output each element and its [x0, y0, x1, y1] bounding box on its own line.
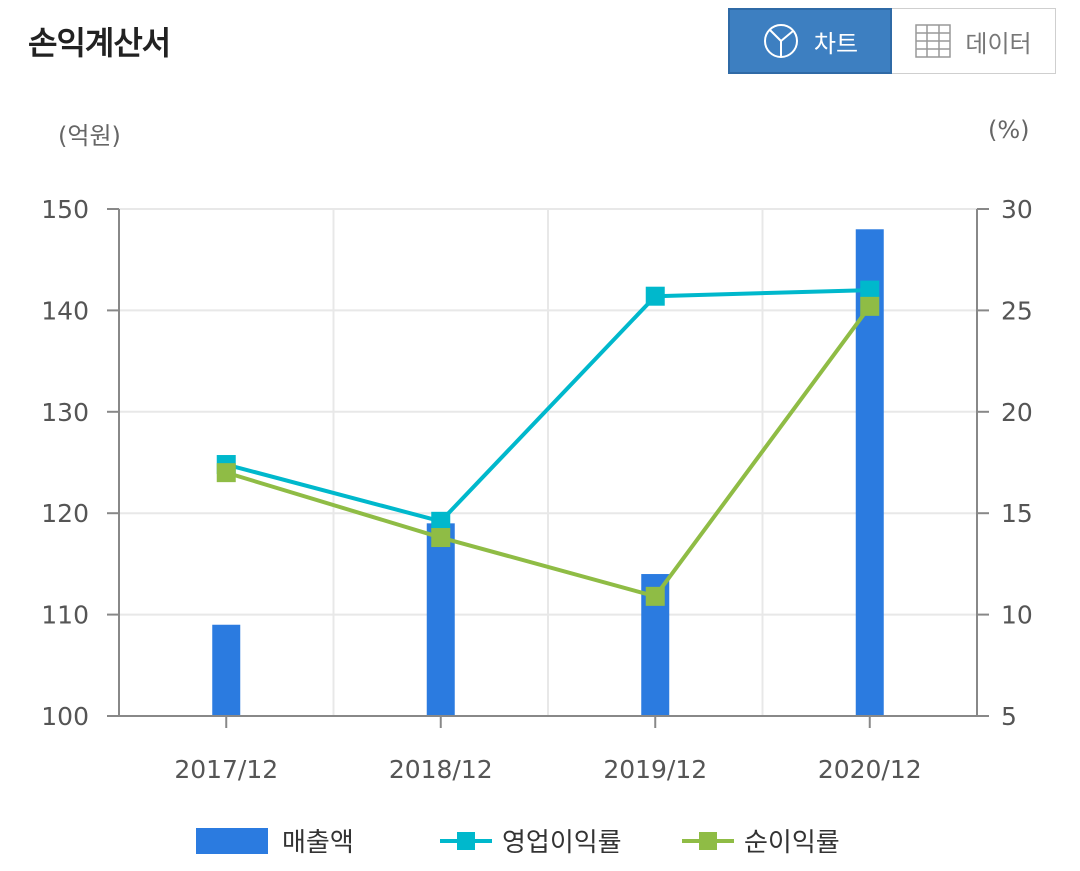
legend: 매출액 영업이익률 순이익률	[0, 822, 1080, 862]
right-tick-label: 10	[1001, 601, 1033, 630]
x-tick-label: 2017/12	[174, 755, 278, 784]
line-operating-margin	[225, 288, 870, 524]
left-tick-label: 140	[41, 296, 89, 325]
point-net-margin	[431, 528, 451, 548]
point-net-margin	[645, 586, 665, 606]
legend-label-operating-margin: 영업이익률	[502, 828, 622, 858]
right-tick-label: 5	[1001, 702, 1017, 731]
line-net-margin	[225, 305, 872, 599]
pie-chart-icon	[763, 24, 798, 58]
right-tick-label: 25	[1001, 296, 1033, 325]
page-title: 손익계산서	[28, 24, 171, 62]
left-tick-label: 110	[41, 601, 89, 630]
legend-swatch-net-margin	[682, 828, 734, 854]
right-tick-label: 20	[1001, 398, 1033, 427]
right-axis-unit: (%)	[988, 116, 1030, 144]
bar-revenue	[212, 624, 241, 716]
data-view-label: 데이터	[965, 29, 1032, 58]
left-tick-label: 100	[41, 702, 89, 731]
legend-item-net-margin[interactable]: 순이익률	[682, 822, 840, 859]
chart-view-label: 차트	[813, 29, 859, 58]
point-net-margin	[216, 463, 236, 483]
chart-area: 100 110 120 130 140 150 5 10 15 20 25 30 2017/12 2018…	[41, 195, 1033, 784]
right-tick-label: 30	[1001, 195, 1033, 224]
point-operating-margin	[431, 511, 451, 531]
left-axis-unit: (억원)	[58, 122, 121, 150]
legend-label-revenue: 매출액	[282, 828, 354, 858]
data-view-button[interactable]: 데이터	[892, 8, 1056, 74]
legend-swatch-revenue	[196, 827, 268, 854]
x-tick-label: 2018/12	[389, 755, 493, 784]
left-tick-label: 120	[41, 499, 89, 528]
chart-view-button[interactable]: 차트	[728, 8, 892, 74]
right-tick-label: 15	[1001, 499, 1033, 528]
legend-item-revenue[interactable]: 매출액	[196, 822, 354, 859]
left-tick-label: 150	[41, 195, 89, 224]
point-operating-margin	[860, 280, 880, 300]
legend-swatch-operating-margin	[440, 828, 492, 854]
legend-item-operating-margin[interactable]: 영업이익률	[440, 822, 622, 859]
legend-label-net-margin: 순이익률	[744, 828, 840, 858]
bar-revenue	[426, 523, 455, 716]
table-grid-icon	[915, 24, 952, 58]
point-operating-margin	[645, 286, 665, 306]
x-tick-label: 2020/12	[818, 755, 922, 784]
x-tick-label: 2019/12	[603, 755, 707, 784]
point-net-margin	[860, 296, 880, 316]
left-tick-label: 130	[41, 398, 89, 427]
view-toggle: 차트 데이터	[728, 8, 1056, 74]
